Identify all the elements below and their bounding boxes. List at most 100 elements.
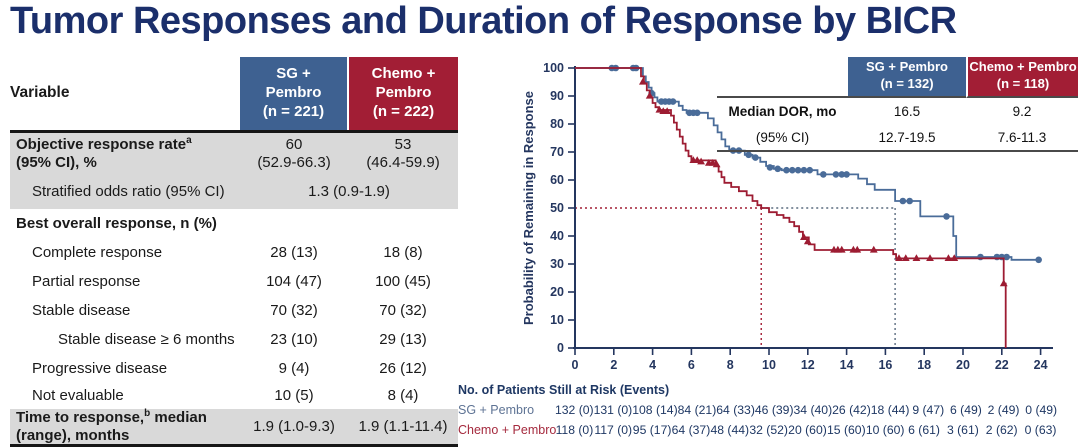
dor-stats-table: SG + Pembro (n = 132) Chemo + Pembro (n = …: [717, 57, 1078, 152]
sg-pembro-censor-marker: [774, 165, 782, 173]
chemo-pembro-censor-marker: [837, 245, 846, 253]
chemo-pembro-value: 26 (12): [379, 359, 427, 377]
at-risk-values: 132 (0) 131 (0) 108 (14) 84 (21) 64 (33) 46 (…: [555, 403, 1060, 417]
x-tick-label: 8: [727, 358, 734, 372]
at-risk-value: 26 (42): [832, 403, 871, 417]
table-row: Objective response ratea (95% CI), % 60 (5…: [10, 131, 458, 175]
chemo-pembro-censor-marker: [853, 245, 862, 253]
at-risk-value: 108 (14): [632, 403, 678, 417]
sg-pembro-censor-marker: [745, 151, 752, 159]
at-risk-value: 3 (61): [946, 423, 979, 437]
y-tick-label: 80: [550, 117, 564, 131]
at-risk-row-label: SG + Pembro: [458, 403, 535, 417]
at-risk-value: 6 (61): [908, 423, 940, 437]
at-risk-value: 64 (33): [716, 403, 755, 417]
at-risk-value: 132 (0): [555, 403, 594, 417]
x-tick-label: 14: [840, 358, 854, 372]
sg-pembro-value: 60 (52.9-66.3): [257, 136, 331, 171]
sg-pembro-censor-marker: [899, 197, 907, 205]
x-tick-label: 24: [1034, 358, 1048, 372]
at-risk-value: 48 (44): [710, 423, 750, 437]
sg-pembro-censor-marker: [788, 166, 796, 174]
y-tick-label: 0: [557, 341, 564, 355]
at-risk-value: 20 (60): [788, 423, 827, 437]
x-tick-label: 2: [610, 358, 617, 372]
sg-pembro-censor-marker: [906, 197, 913, 205]
table-header-row: Variable SG + Pembro (n = 221) Chemo + P…: [10, 57, 458, 131]
sg-pembro-value: 10 (5): [274, 387, 314, 405]
chemo-pembro-censor-marker: [712, 160, 721, 168]
row-label: Complete response: [32, 243, 163, 261]
x-tick-label: 20: [956, 358, 970, 372]
sg-pembro-value: 28 (13): [270, 243, 318, 261]
table-row: Stratified odds ratio (95% CI) 1.3 (0.9-1…: [10, 175, 458, 209]
row-label: Time to response,b median (range), months: [16, 408, 207, 444]
at-risk-value: 0 (63): [1024, 423, 1057, 437]
dor-median-chemo-value: 9.2: [1012, 103, 1032, 119]
sg-pembro-censor-marker: [752, 154, 759, 161]
chemo-pembro-censor-marker: [944, 254, 953, 261]
y-tick-label: 20: [550, 285, 564, 299]
dor-header-sg-pembro: SG + Pembro (n = 132): [848, 57, 966, 98]
sg-pembro-value: 104 (47): [266, 272, 322, 290]
sg-pembro-censor-marker: [800, 166, 808, 174]
sg-pembro-censor-marker: [820, 171, 827, 178]
sg-pembro-censor-marker: [794, 166, 802, 174]
y-tick-label: 50: [550, 201, 564, 215]
chemo-pembro-censor-marker: [999, 279, 1008, 287]
at-risk-values: 118 (0) 117 (0) 95 (17) 64 (37) 48 (44) 32 (5…: [555, 423, 1060, 437]
table-row: Stable disease ≥ 6 months 23 (10) 29 (13): [10, 325, 458, 354]
row-label: Partial response: [32, 272, 141, 290]
table-row: Stable disease 70 (32) 70 (32): [10, 296, 458, 325]
chemo-pembro-censor-marker: [697, 157, 705, 165]
sg-pembro-censor-marker: [766, 164, 774, 171]
x-tick-label: 22: [995, 358, 1009, 372]
at-risk-value: 118 (0): [555, 423, 594, 437]
sg-pembro-value: 1.9 (1.0-9.3): [253, 417, 335, 435]
x-tick-label: 0: [572, 358, 579, 372]
dor-header-chemo-pembro: Chemo + Pembro (n = 118): [966, 57, 1078, 98]
row-label: Stratified odds ratio (95% CI): [32, 183, 225, 201]
row-label: Progressive disease: [32, 359, 168, 377]
chemo-pembro-censor-marker: [663, 107, 672, 114]
sg-pembro-value: 9 (4): [278, 359, 310, 377]
table-row: Complete response 28 (13) 18 (8): [10, 238, 458, 267]
table-row: Best overall response, n (%): [10, 209, 458, 238]
dor-chemo-title: Chemo + Pembro: [969, 59, 1077, 74]
at-risk-value: 2 (62): [985, 423, 1018, 437]
row-label: Stable disease ≥ 6 months: [58, 330, 235, 348]
table-row: Partial response 104 (47) 100 (45): [10, 267, 458, 296]
x-tick-label: 12: [801, 358, 815, 372]
chemo-pembro-value: 29 (13): [379, 330, 427, 348]
at-risk-row: Chemo + Pembro 118 (0) 117 (0) 95 (17) 64 (3…: [458, 420, 1080, 440]
at-risk-value: 46 (39): [754, 403, 794, 417]
sg-pembro-censor-marker: [838, 171, 846, 178]
chemo-pembro-column-header: Chemo + Pembro (n = 222): [347, 57, 458, 131]
sg-pembro-column-header: SG + Pembro (n = 221): [240, 57, 348, 131]
y-tick-label: 90: [550, 89, 564, 103]
dor-sg-title: SG + Pembro: [866, 59, 948, 74]
row-label: Not evaluable: [32, 387, 124, 405]
dor-ci-chemo-value: 7.6-11.3: [966, 124, 1078, 152]
at-risk-value: 6 (49): [949, 403, 982, 417]
at-risk-table: No. of Patients Still at Risk (Events) S…: [458, 383, 1080, 440]
chemo-pembro-value: 53 (46.4-59.9): [366, 136, 440, 171]
at-risk-value: 15 (60): [827, 423, 866, 437]
dor-ci-sg-value: 12.7-19.5: [848, 124, 966, 152]
table-row: Progressive disease 9 (4) 26 (12): [10, 354, 458, 383]
x-tick-label: 16: [878, 358, 892, 372]
chemo-pembro-value: 18 (8): [383, 243, 423, 261]
x-tick-label: 6: [688, 358, 695, 372]
at-risk-value: 34 (40): [793, 403, 833, 417]
at-risk-value: 84 (21): [677, 403, 717, 417]
chemo-pembro-censor-marker: [895, 254, 903, 261]
sg-pembro-value: 70 (32): [270, 301, 318, 319]
row-label: Best overall response, n (%): [16, 214, 217, 232]
sg-pembro-censor-marker: [783, 166, 790, 174]
at-risk-value: 10 (60): [865, 423, 905, 437]
at-risk-heading: No. of Patients Still at Risk (Events): [458, 383, 670, 397]
variable-column-header: Variable: [10, 57, 240, 131]
sg-pembro-censor-marker: [977, 253, 984, 261]
at-risk-value: 9 (47): [912, 403, 945, 417]
page-title: Tumor Responses and Duration of Response…: [10, 0, 957, 42]
